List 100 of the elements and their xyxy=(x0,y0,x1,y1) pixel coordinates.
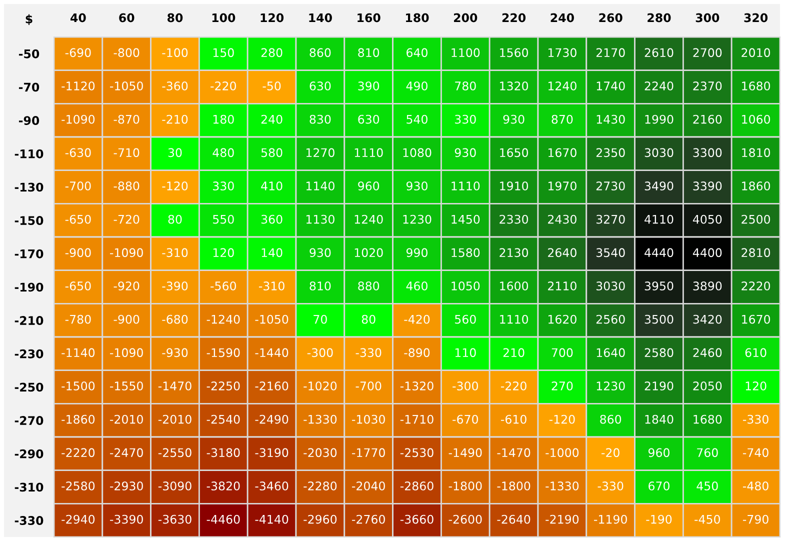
data-label: -480 xyxy=(742,481,768,490)
data-label: -2010 xyxy=(158,414,192,424)
data-label: -390 xyxy=(162,281,188,290)
data-label: 930 xyxy=(503,114,524,124)
x-tick-label: 260 xyxy=(599,13,622,22)
data-label: 1670 xyxy=(548,148,576,158)
data-label: 4110 xyxy=(644,214,674,224)
data-label: 3490 xyxy=(644,181,674,190)
data-label: -2580 xyxy=(62,481,95,490)
data-label: 4050 xyxy=(692,214,722,224)
data-label: -2280 xyxy=(304,481,337,490)
data-label: -610 xyxy=(500,414,526,424)
data-label: -2530 xyxy=(400,448,434,458)
data-label: 1320 xyxy=(500,81,528,90)
data-label: 360 xyxy=(261,214,282,224)
data-label: -4460 xyxy=(206,514,240,524)
y-tick-label: -170 xyxy=(14,249,44,258)
data-label: 1990 xyxy=(645,114,674,124)
data-label: 1910 xyxy=(500,181,528,190)
data-label: 3300 xyxy=(693,148,722,158)
data-label: -720 xyxy=(114,214,140,224)
data-label: 860 xyxy=(600,414,622,424)
data-label: -20 xyxy=(602,448,620,458)
data-label: -700 xyxy=(356,381,382,390)
data-label: -310 xyxy=(162,248,188,258)
y-tick-label: -50 xyxy=(18,49,40,58)
data-label: 1240 xyxy=(548,81,576,90)
data-label: 480 xyxy=(212,148,234,158)
data-label: -2010 xyxy=(110,414,143,424)
data-label: 80 xyxy=(168,214,182,224)
data-label: 2110 xyxy=(548,281,576,290)
data-label: 2370 xyxy=(693,81,722,90)
data-label: 630 xyxy=(310,81,331,90)
data-label: -190 xyxy=(646,514,672,524)
data-label: 2580 xyxy=(644,348,674,358)
data-label: 1110 xyxy=(452,181,480,190)
data-label: 2460 xyxy=(693,348,722,358)
data-label: -220 xyxy=(210,81,236,90)
data-label: 150 xyxy=(213,48,234,58)
data-label: -1120 xyxy=(62,81,95,90)
y-tick-label: -70 xyxy=(18,82,40,92)
data-label: -120 xyxy=(162,181,188,190)
data-label: -1020 xyxy=(304,381,337,390)
data-label: 2050 xyxy=(693,381,722,390)
data-label: -1860 xyxy=(62,414,95,424)
data-label: 1060 xyxy=(742,114,770,124)
data-label: 990 xyxy=(406,248,428,258)
data-label: 3950 xyxy=(644,281,674,290)
data-label: 2010 xyxy=(742,48,770,58)
data-label: 1620 xyxy=(548,314,576,324)
data-label: 120 xyxy=(746,381,766,390)
data-label: -1050 xyxy=(255,314,288,324)
x-tick-label: 140 xyxy=(309,13,332,22)
x-tick-label: 160 xyxy=(358,13,380,22)
data-label: 140 xyxy=(262,248,282,258)
data-label: 1680 xyxy=(742,81,770,90)
y-tick-label: -270 xyxy=(14,416,44,425)
data-label: -4140 xyxy=(255,514,288,524)
data-label: 1670 xyxy=(742,314,770,324)
data-label: 80 xyxy=(362,314,376,324)
data-label: 3500 xyxy=(644,314,674,324)
data-label: 2700 xyxy=(693,48,722,58)
y-tick-label: -150 xyxy=(14,216,44,225)
data-label: -740 xyxy=(742,448,768,458)
data-label: -2250 xyxy=(206,381,240,390)
data-label: -1320 xyxy=(400,381,434,390)
data-label: 490 xyxy=(406,81,428,90)
data-label: 70 xyxy=(314,314,327,324)
data-label: 540 xyxy=(406,114,428,124)
data-label: 1140 xyxy=(306,181,334,190)
data-label: -1140 xyxy=(62,348,95,358)
data-label: -700 xyxy=(65,181,91,190)
data-label: 880 xyxy=(358,281,380,290)
x-tick-label: 40 xyxy=(70,13,86,22)
data-label: 2170 xyxy=(596,48,625,58)
data-label: -1550 xyxy=(110,381,143,390)
data-label: -630 xyxy=(65,148,91,158)
y-tick-label: -310 xyxy=(14,482,44,492)
data-label: 930 xyxy=(454,148,476,158)
data-label: -920 xyxy=(114,281,140,290)
data-label: -2160 xyxy=(255,381,288,390)
data-label: -3180 xyxy=(206,448,240,458)
data-label: 3420 xyxy=(693,314,722,324)
data-label: -50 xyxy=(262,81,281,90)
data-label: 1970 xyxy=(548,181,576,190)
data-label: -1500 xyxy=(62,381,95,390)
data-label: -710 xyxy=(114,148,140,158)
data-label: 1730 xyxy=(548,48,576,58)
data-label: 2500 xyxy=(742,214,770,224)
data-label: -330 xyxy=(598,481,624,490)
data-label: 2190 xyxy=(644,381,674,390)
data-label: -870 xyxy=(114,114,140,124)
data-label: -900 xyxy=(65,248,91,258)
data-label: 670 xyxy=(648,481,670,490)
data-label: 210 xyxy=(503,348,524,358)
data-label: 930 xyxy=(310,248,331,258)
data-label: 1740 xyxy=(596,81,625,90)
data-label: 3540 xyxy=(596,248,625,258)
data-label: -1030 xyxy=(352,414,385,424)
y-tick-label: -90 xyxy=(18,116,40,125)
